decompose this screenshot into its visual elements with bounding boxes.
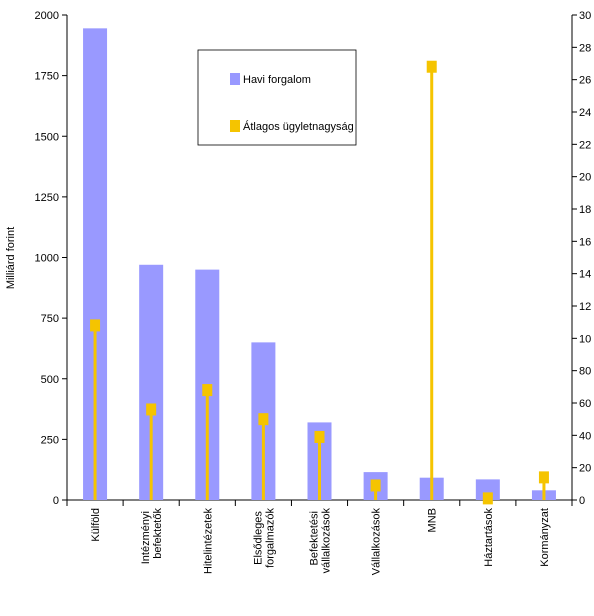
legend-swatch: [230, 73, 240, 85]
y-tick-label: 250: [41, 434, 59, 446]
bar: [475, 479, 500, 500]
y-tick-label: 750: [41, 313, 59, 325]
y-tick-label: 2000: [35, 10, 59, 22]
x-tick-label: Vállalkozások: [371, 508, 383, 576]
legend-label: Havi forgalom: [243, 74, 311, 86]
x-tick-label: MNB: [427, 508, 439, 532]
marker: [426, 60, 437, 73]
x-tick-label: Befektetési vállalkozások: [309, 508, 333, 574]
legend-swatch: [230, 120, 240, 132]
legend-label: Átlagos ügyletnagyság: [243, 120, 354, 133]
y2-tick-label: 80: [579, 366, 591, 378]
x-tick-label: Hitelintézetek: [202, 508, 214, 575]
y2-tick-label: 20: [579, 172, 591, 184]
y2-tick-label: 16: [579, 236, 591, 248]
y2-tick-label: 10: [579, 333, 591, 345]
marker: [202, 384, 213, 397]
y2-tick-label: 30: [579, 10, 591, 22]
y-tick-label: 500: [41, 374, 59, 386]
x-tick-label: Külföld: [90, 508, 102, 542]
marker: [314, 430, 325, 443]
y2-tick-label: 22: [579, 139, 591, 151]
marker: [146, 403, 157, 416]
y-axis-label: Milliárd forint: [5, 227, 17, 289]
y2-tick-label: 20: [579, 463, 591, 475]
x-tick-label: Elsődleges forgalmazók: [252, 508, 276, 568]
y-tick-label: 0: [53, 495, 59, 507]
marker: [370, 479, 381, 492]
y2-tick-label: 18: [579, 204, 591, 216]
y2-tick-label: 26: [579, 75, 591, 87]
y-tick-label: 1750: [35, 71, 59, 83]
x-tick-label: Kormányzat: [539, 508, 551, 567]
y-tick-label: 1250: [35, 192, 59, 204]
y2-tick-label: 12: [579, 301, 591, 313]
legend-box: [197, 49, 357, 146]
y2-tick-label: 0: [579, 495, 585, 507]
marker: [90, 319, 101, 332]
marker: [482, 492, 493, 505]
marker: [538, 471, 549, 484]
y2-tick-label: 24: [579, 107, 591, 119]
y2-tick-label: 60: [579, 398, 591, 410]
y-tick-label: 1000: [35, 253, 59, 265]
y-tick-label: 1500: [35, 131, 59, 143]
x-tick-label: Intézményi befektetők: [140, 508, 164, 565]
x-tick-label: Háztartások: [483, 508, 495, 567]
y2-tick-label: 28: [579, 42, 591, 54]
y2-tick-label: 40: [579, 430, 591, 442]
marker: [258, 413, 269, 426]
y2-tick-label: 14: [579, 269, 591, 281]
